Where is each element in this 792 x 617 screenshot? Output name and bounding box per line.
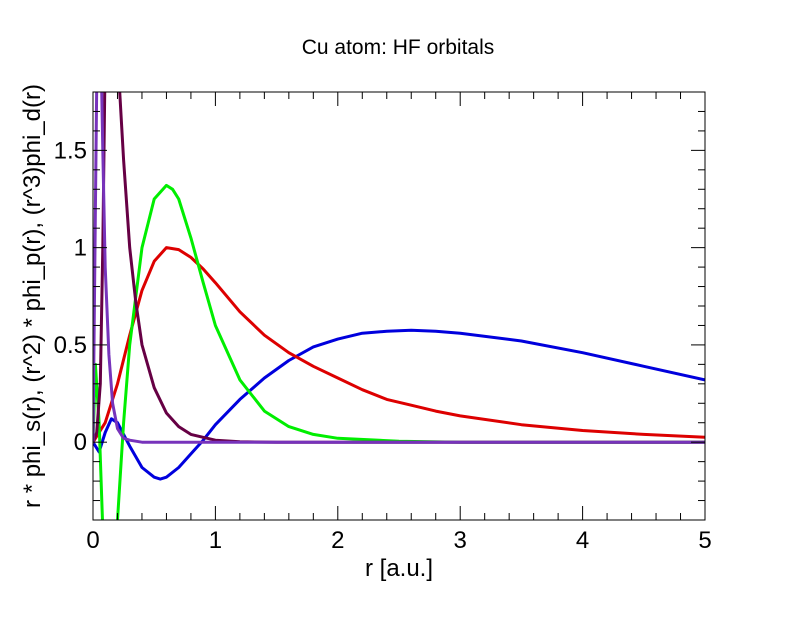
y-tick-label: 1.5 [54, 137, 87, 164]
y-tick-label: 1 [74, 235, 87, 262]
x-tick-label: 0 [86, 527, 99, 554]
series-layer [93, 92, 705, 520]
y-tick-label: 0.5 [54, 332, 87, 359]
y-tick-label: 0 [74, 429, 87, 456]
x-tick-label: 3 [454, 527, 467, 554]
x-tick-label: 5 [698, 527, 711, 554]
series-line-4 [93, 92, 705, 444]
series-line-1 [93, 246, 705, 444]
x-tick-label: 1 [209, 527, 222, 554]
plot-frame [92, 91, 706, 521]
x-tick-label: 2 [331, 527, 344, 554]
x-tick-label: 4 [576, 527, 589, 554]
ticks-layer: 0 1 2 3 4 5 0 0.5 1 1.5 [54, 91, 712, 554]
x-axis-label: r [a.u.] [365, 555, 433, 582]
series-line-2 [93, 183, 705, 520]
chart-title: Cu atom: HF orbitals [302, 36, 495, 59]
y-axis-label: r * phi_s(r), (r^2) * phi_p(r), (r^3)phi… [19, 84, 46, 508]
